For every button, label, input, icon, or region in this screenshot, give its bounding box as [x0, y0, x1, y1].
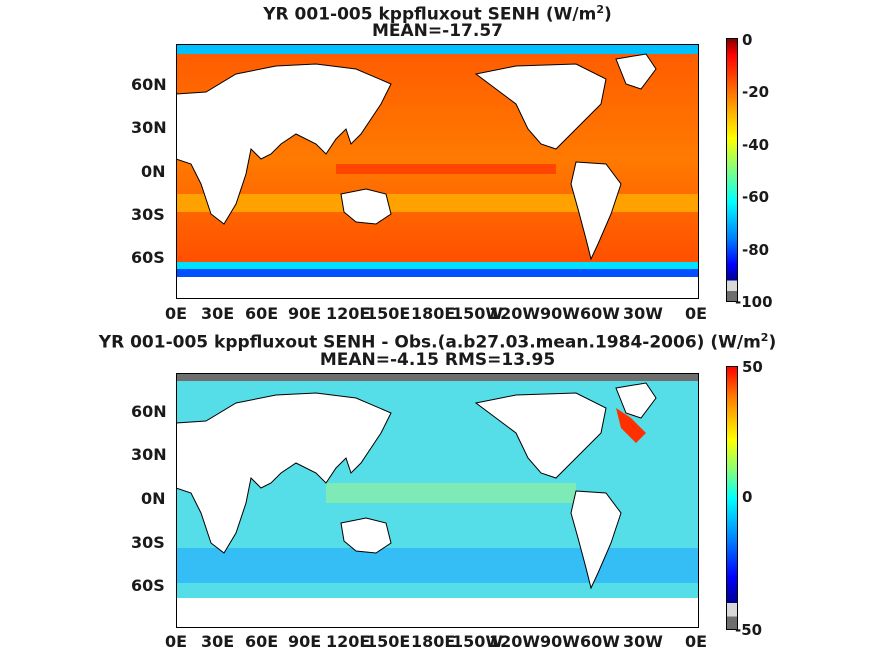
panel2-land-eurasia-africa — [176, 392, 392, 554]
panel2-xlabel-60e: 60E — [245, 632, 279, 651]
panel1-ylabel-30s: 30S — [131, 205, 165, 224]
panel2-xlabel-60w: 60W — [580, 632, 620, 651]
panel2-xlabel-30w: 30W — [623, 632, 663, 651]
panel1-continents — [176, 53, 657, 261]
panel2-xlabel-120w: 120W — [489, 632, 541, 651]
panel2-frame — [176, 373, 699, 628]
panel1-cbar-tick-40: -40 — [742, 136, 770, 154]
panel2-continents — [176, 382, 657, 590]
panel1-xlabel-0e-end: 0E — [685, 304, 708, 323]
panel1-xlabel-60w: 60W — [580, 304, 620, 323]
panel2-ylabel-30n: 30N — [131, 445, 167, 464]
panel1-ylabel-0n: 0N — [141, 162, 166, 181]
panel1-frame — [176, 44, 699, 299]
panel2-land-greenland — [615, 382, 657, 419]
panel1-subtitle: MEAN=-17.57 — [372, 21, 503, 41]
panel2-tropical-band — [326, 483, 576, 503]
panel1-xlabel-60e: 60E — [245, 304, 279, 323]
panel1-cbar-tick-80: -80 — [742, 241, 770, 259]
panel2-ylabel-30s: 30S — [131, 533, 165, 552]
panel2-ylabel-60s: 60S — [131, 576, 165, 595]
panel1-land-south-america — [570, 161, 622, 261]
panel1-antarctica — [176, 277, 699, 299]
panel2-land-australia — [340, 517, 392, 554]
panel1-map — [176, 44, 699, 299]
panel1-xlabel-0e: 0E — [165, 304, 188, 323]
panel1-cbar-tick-20: -20 — [742, 83, 770, 101]
panel1-title: YR 001-005 kppfluxout SENH (W/m2) — [0, 0, 875, 25]
panel1-cbar-tick-100: -100 — [735, 293, 773, 311]
panel2-antarctica-missing — [176, 598, 699, 628]
panel1-xlabel-150e: 150E — [366, 304, 411, 323]
panel1-south-band — [176, 194, 699, 212]
panel2-xlabel-150w: 150W — [452, 632, 504, 651]
panel1-equator-band — [336, 164, 556, 174]
panel1-land-north-america — [474, 63, 607, 150]
panel1-xlabel-30w: 30W — [623, 304, 663, 323]
panel2-xlabel-150e: 150E — [366, 632, 411, 651]
panel2-xlabel-120e: 120E — [326, 632, 371, 651]
panel2-gulf-stream — [616, 408, 646, 443]
panel1-south-ice-blue — [176, 269, 699, 277]
panel1-cbar-tick-60: -60 — [742, 188, 770, 206]
panel1-land-eurasia-africa — [176, 63, 392, 225]
panel1-title-close: ) — [603, 4, 612, 25]
panel2-xlabel-0e: 0E — [165, 632, 188, 651]
panel2-title-text: YR 001-005 kppfluxout SENH - Obs.(a.b27.… — [98, 332, 761, 353]
panel2-title: YR 001-005 kppfluxout SENH - Obs.(a.b27.… — [0, 328, 875, 353]
panel1-xlabel-90w: 90W — [540, 304, 580, 323]
panel1-title-text: YR 001-005 kppfluxout SENH (W/m — [263, 4, 597, 25]
panel2-cbar-tick-minus50: -50 — [735, 621, 763, 639]
panel2-colorbar — [726, 366, 738, 630]
panel2-xlabel-30e: 30E — [201, 632, 235, 651]
panel1-xlabel-30e: 30E — [201, 304, 235, 323]
panel2-colorbar-fill — [726, 366, 738, 630]
panel1-ylabel-60s: 60S — [131, 248, 165, 267]
panel1-south-cyan — [176, 262, 699, 269]
panel2-ylabel-60n: 60N — [131, 402, 167, 421]
panel1-land-australia — [340, 188, 392, 225]
panel2-north-missing — [176, 373, 699, 381]
panel2-cbar-tick-50: 50 — [742, 358, 763, 376]
panel2-subtitle: MEAN=-4.15 RMS=13.95 — [319, 350, 556, 370]
panel1-north-cyan — [176, 44, 699, 54]
panel1-xlabel-150w: 150W — [452, 304, 504, 323]
panel2-xlabel-90w: 90W — [540, 632, 580, 651]
panel1-xlabel-180e: 180E — [411, 304, 456, 323]
panel2-xlabel-90e: 90E — [288, 632, 322, 651]
panel2-ylabel-0n: 0N — [141, 489, 166, 508]
panel1-title-sup: 2 — [596, 3, 604, 16]
panel2-xlabel-0e-end: 0E — [685, 632, 708, 651]
panel2-title-sup: 2 — [760, 331, 769, 344]
panel2-land-north-america — [474, 392, 607, 479]
panel2-south-band — [176, 548, 699, 583]
panel1-ylabel-60n: 60N — [131, 75, 167, 94]
panel1-land-greenland — [615, 53, 657, 90]
panel1-xlabel-120w: 120W — [489, 304, 541, 323]
panel1-colorbar-fill — [726, 38, 738, 302]
panel1-xlabel-120e: 120E — [326, 304, 371, 323]
panel1-xlabel-90e: 90E — [288, 304, 322, 323]
panel1-ylabel-30n: 30N — [131, 118, 167, 137]
panel2-xlabel-180e: 180E — [411, 632, 456, 651]
panel2-cbar-tick-0: 0 — [742, 488, 753, 506]
panel2-map — [176, 373, 699, 628]
panel1-colorbar — [726, 38, 738, 302]
panel2-land-south-america — [570, 490, 622, 590]
panel2-title-close: ) — [768, 332, 777, 353]
panel1-cbar-tick-0: 0 — [742, 31, 753, 49]
